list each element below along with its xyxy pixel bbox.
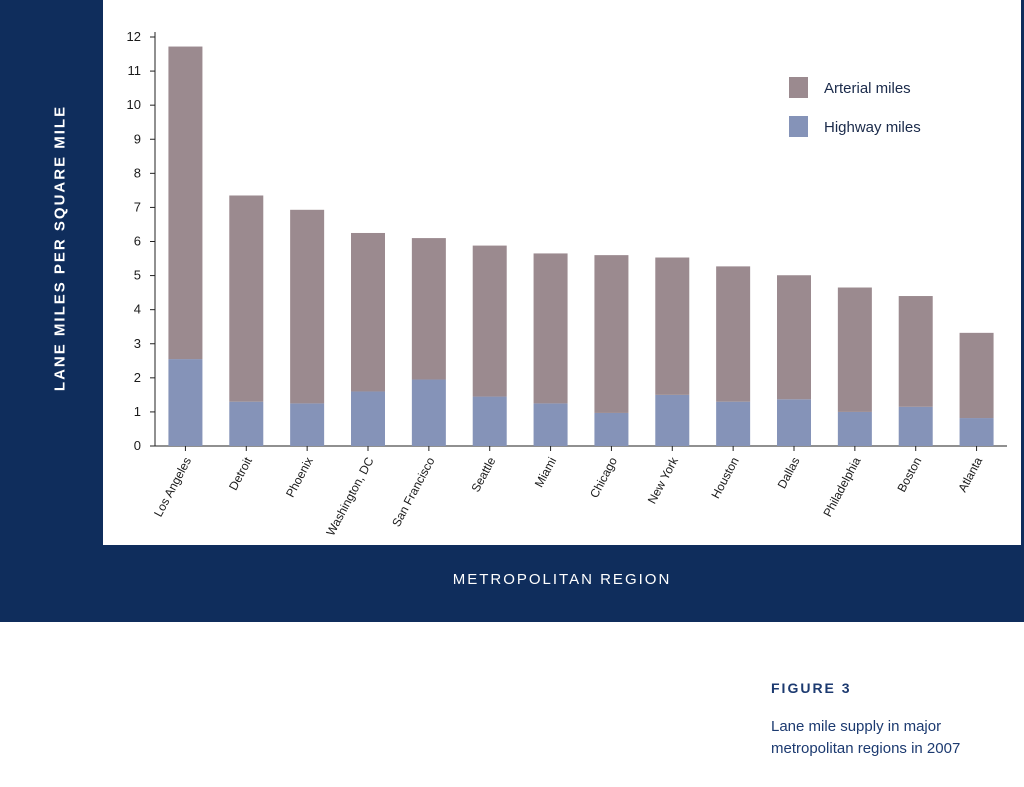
legend-swatch <box>789 116 808 137</box>
bar-highway-miles <box>411 379 446 446</box>
category-label: Washington, DC <box>323 455 376 539</box>
bar-arterial-miles <box>411 238 446 380</box>
bar-arterial-miles <box>290 209 325 404</box>
bar-arterial-miles <box>168 46 203 360</box>
figure-number: FIGURE 3 <box>771 680 852 696</box>
bar-arterial-miles <box>351 232 385 392</box>
bar-highway-miles <box>837 411 872 446</box>
bar-highway-miles <box>351 391 385 446</box>
bar-arterial-miles <box>594 255 629 413</box>
y-tick-label: 6 <box>134 234 141 249</box>
x-axis-label: METROPOLITAN REGION <box>452 571 672 588</box>
y-tick-label: 8 <box>134 165 141 180</box>
figure-caption-line-2: metropolitan regions in 2007 <box>771 740 961 757</box>
bar-highway-miles <box>472 396 507 446</box>
figure-caption: Lane mile supply in major metropolitan r… <box>771 716 1011 760</box>
bar-arterial-miles <box>837 287 872 412</box>
category-label: Philadelphia <box>820 455 863 520</box>
category-label: Seattle <box>468 455 498 495</box>
y-tick-label: 0 <box>134 438 141 453</box>
legend: Arterial miles Highway miles <box>789 77 921 137</box>
y-tick-label: 2 <box>134 370 141 385</box>
bar-highway-miles <box>533 403 568 446</box>
bar-arterial-miles <box>898 296 933 407</box>
figure-caption-line-1: Lane mile supply in major <box>771 718 942 735</box>
bar-highway-miles <box>594 412 629 446</box>
category-label: Los Angeles <box>151 455 194 519</box>
category-label: Atlanta <box>955 455 985 495</box>
category-label: Detroit <box>226 454 255 492</box>
bar-highway-miles <box>716 401 751 446</box>
y-tick-label: 10 <box>127 97 141 112</box>
legend-swatch <box>789 77 808 98</box>
category-label: Chicago <box>587 455 620 501</box>
bar-arterial-miles <box>716 266 751 402</box>
y-tick-label: 11 <box>128 63 142 78</box>
bar-arterial-miles <box>533 253 568 404</box>
bar-arterial-miles <box>472 245 507 397</box>
bar-highway-miles <box>229 401 264 446</box>
bar-highway-miles <box>777 399 811 446</box>
legend-label: Highway miles <box>824 119 921 136</box>
bar-arterial-miles <box>229 195 264 402</box>
y-tick-label: 9 <box>134 131 141 146</box>
bar-highway-miles <box>959 418 994 446</box>
category-label: San Francisco <box>389 455 438 530</box>
y-tick-label: 3 <box>134 336 141 351</box>
y-tick-label: 12 <box>127 29 141 44</box>
category-label: Boston <box>894 455 924 495</box>
bar-arterial-miles <box>777 275 811 400</box>
y-tick-label: 7 <box>134 199 141 214</box>
category-label: Miami <box>532 455 559 490</box>
y-tick-label: 4 <box>134 302 141 317</box>
category-label: Dallas <box>775 455 803 491</box>
bar-highway-miles <box>168 359 203 446</box>
category-labels: Los Angeles Detroit Phoenix Washington, DC S… <box>151 454 985 538</box>
bars <box>168 46 994 446</box>
bar-arterial-miles <box>655 257 690 395</box>
category-label: Phoenix <box>283 455 316 500</box>
y-tick-label: 5 <box>134 268 141 283</box>
bar-highway-miles <box>290 403 325 446</box>
bar-highway-miles <box>898 406 933 446</box>
legend-label: Arterial miles <box>824 80 911 97</box>
category-label: Houston <box>708 455 741 501</box>
bar-arterial-miles <box>959 332 994 419</box>
bar-highway-miles <box>655 394 690 446</box>
y-tick-label: 1 <box>134 404 141 419</box>
category-label: New York <box>645 454 682 506</box>
